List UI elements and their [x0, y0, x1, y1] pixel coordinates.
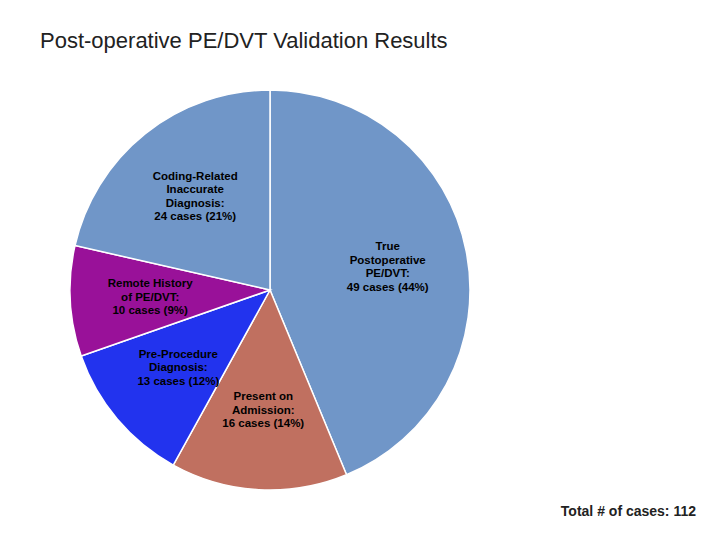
slice-labels: True PostoperativePE/DVT: 49 cases (44%) Pr… — [108, 170, 429, 429]
data-label: 13 cases (12%) — [137, 375, 219, 387]
slice-category: of PE/DVT: — [121, 291, 179, 303]
slice-category: Inaccurate — [166, 183, 224, 195]
slice-label: Present on Admission:16 cases (14%) — [222, 390, 304, 429]
slice-label: True PostoperativePE/DVT: 49 cases (44%) — [347, 240, 429, 293]
slice-label: Remote History of PE/DVT:10 cases (9%) — [108, 277, 194, 316]
slice-category: Pre-Procedure — [139, 348, 218, 360]
slice-category: Postoperative — [350, 254, 426, 266]
chart: Post-operative PE/DVT Validation Results… — [0, 0, 720, 540]
slice-category: Admission: — [232, 404, 295, 416]
slice — [75, 90, 270, 290]
slice-category: Present on — [234, 390, 293, 402]
slice-category: Coding-Related — [153, 170, 238, 182]
slice-label: Coding-RelatedInaccurate Diagnosis:24 cas… — [153, 170, 238, 223]
slice-category: PE/DVT: — [366, 267, 410, 279]
title: Post-operative PE/DVT Validation Results — [40, 28, 448, 53]
annotation: Total # of cases: 112 — [561, 503, 696, 519]
slice-category: Diagnosis: — [149, 361, 208, 373]
slices — [70, 90, 470, 490]
slice-category: Diagnosis: — [166, 197, 225, 209]
data-label: 24 cases (21%) — [154, 210, 236, 222]
data-label: 49 cases (44%) — [347, 281, 429, 293]
slice-label: Pre-ProcedureDiagnosis: 13 cases (12%) — [137, 348, 219, 387]
slice-category: True — [376, 240, 400, 252]
data-label: 16 cases (14%) — [222, 417, 304, 429]
data-label: 10 cases (9%) — [112, 304, 188, 316]
slice-category: Remote History — [108, 277, 194, 289]
